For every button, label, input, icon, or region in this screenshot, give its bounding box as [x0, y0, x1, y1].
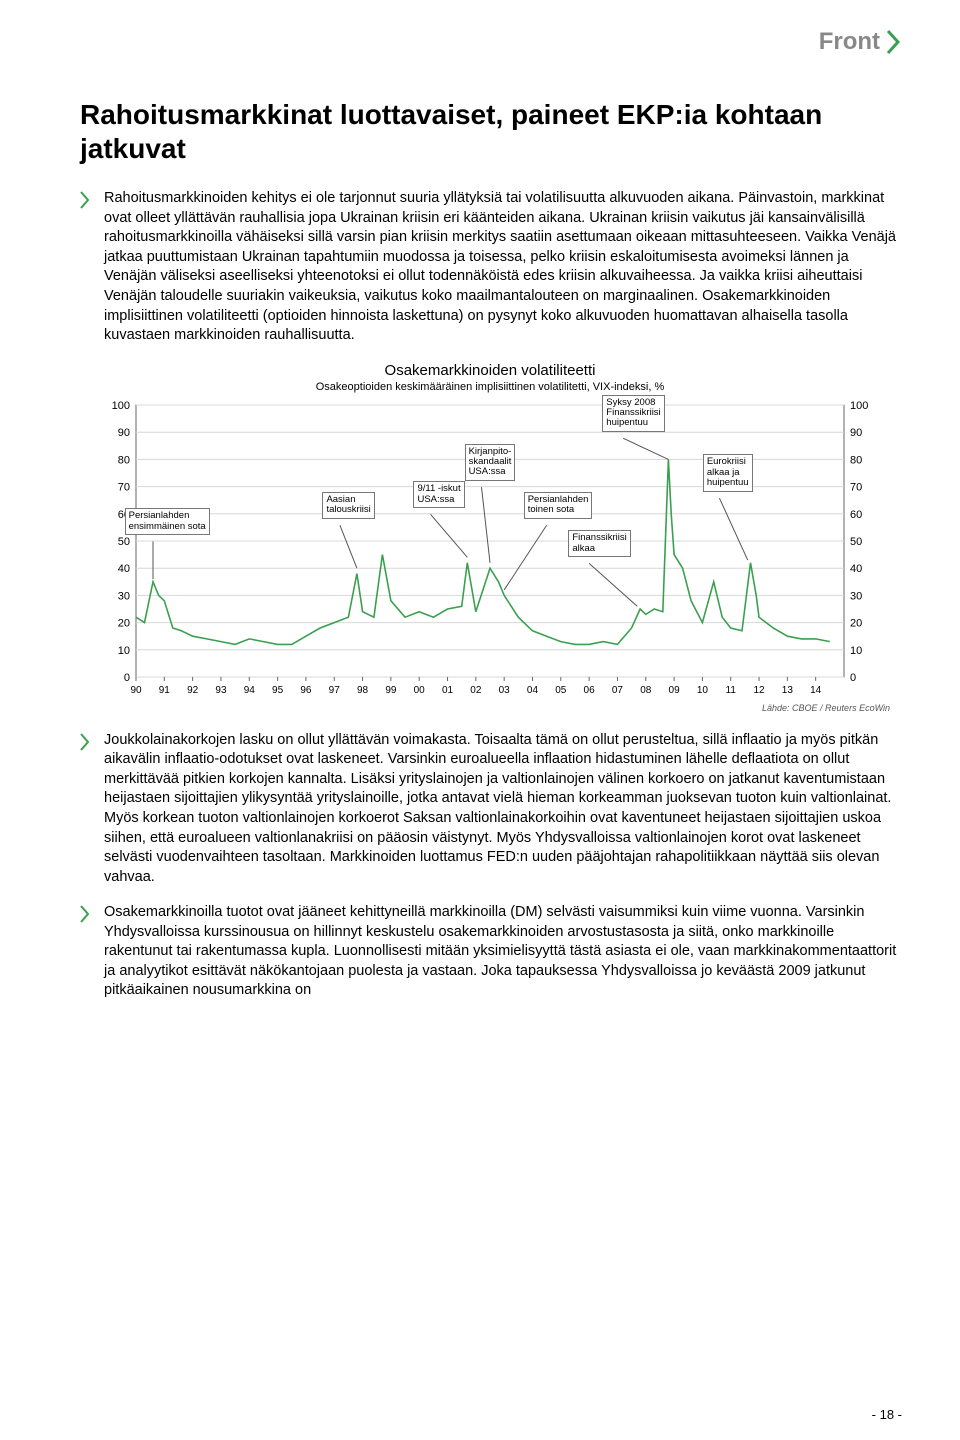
chart-source: Lähde: CBOE / Reuters EcoWin: [80, 703, 900, 713]
chart-annotation: Persianlahden ensimmäinen sota: [125, 508, 210, 535]
svg-text:20: 20: [118, 617, 130, 629]
svg-text:01: 01: [442, 685, 454, 696]
svg-text:10: 10: [850, 644, 862, 656]
svg-text:30: 30: [118, 590, 130, 602]
paragraph-1: Rahoitusmarkkinoiden kehitys ei ole tarj…: [80, 189, 900, 346]
svg-text:94: 94: [244, 685, 256, 696]
svg-text:90: 90: [850, 427, 862, 439]
svg-text:13: 13: [782, 685, 794, 696]
brand-logo: Front: [819, 28, 902, 56]
chart-annotation: Finanssikriisi alkaa: [568, 530, 630, 557]
svg-text:40: 40: [118, 563, 130, 575]
svg-text:30: 30: [850, 590, 862, 602]
volatility-chart: Osakemarkkinoiden volatiliteetti Osakeop…: [80, 362, 900, 713]
chart-annotation: Eurokriisi alkaa ja huipentuu: [703, 454, 753, 491]
svg-text:08: 08: [640, 685, 652, 696]
svg-text:80: 80: [850, 454, 862, 466]
svg-text:92: 92: [187, 685, 199, 696]
paragraph-3: Osakemarkkinoilla tuotot ovat jääneet ke…: [80, 903, 900, 1001]
svg-text:0: 0: [850, 672, 856, 684]
svg-text:93: 93: [215, 685, 227, 696]
chart-annotation: Kirjanpito- skandaalit USA:ssa: [465, 444, 516, 481]
paragraph-text: Joukkolainakorkojen lasku on ollut yllät…: [104, 731, 900, 888]
svg-text:12: 12: [753, 685, 765, 696]
svg-text:90: 90: [118, 427, 130, 439]
paragraph-text: Rahoitusmarkkinoiden kehitys ei ole tarj…: [104, 189, 900, 346]
svg-text:100: 100: [112, 400, 130, 412]
svg-text:100: 100: [850, 400, 868, 412]
svg-text:02: 02: [470, 685, 482, 696]
chart-title: Osakemarkkinoiden volatiliteetti: [80, 362, 900, 379]
svg-text:20: 20: [850, 617, 862, 629]
svg-text:10: 10: [697, 685, 709, 696]
svg-text:80: 80: [118, 454, 130, 466]
svg-text:10: 10: [118, 644, 130, 656]
svg-text:99: 99: [385, 685, 397, 696]
svg-text:97: 97: [329, 685, 341, 696]
chart-plot-area: 0010102020303040405050606070708080909010…: [100, 399, 880, 699]
svg-text:05: 05: [555, 685, 567, 696]
bullet-icon: [80, 905, 90, 923]
svg-text:95: 95: [272, 685, 284, 696]
svg-text:70: 70: [118, 481, 130, 493]
chart-annotation: Persianlahden toinen sota: [524, 492, 593, 519]
svg-text:00: 00: [414, 685, 426, 696]
svg-text:50: 50: [850, 536, 862, 548]
svg-text:07: 07: [612, 685, 624, 696]
svg-text:09: 09: [669, 685, 681, 696]
svg-text:70: 70: [850, 481, 862, 493]
svg-text:60: 60: [850, 508, 862, 520]
svg-text:91: 91: [159, 685, 171, 696]
page-number: - 18 -: [872, 1407, 902, 1422]
chevron-right-icon: [886, 29, 902, 55]
paragraph-2: Joukkolainakorkojen lasku on ollut yllät…: [80, 731, 900, 888]
chart-subtitle: Osakeoptioiden keskimääräinen implisiitt…: [80, 381, 900, 393]
svg-text:04: 04: [527, 685, 539, 696]
svg-text:50: 50: [118, 536, 130, 548]
chart-annotation: Aasian talouskriisi: [322, 492, 374, 519]
svg-text:14: 14: [810, 685, 822, 696]
bullet-icon: [80, 191, 90, 209]
bullet-icon: [80, 733, 90, 751]
svg-text:03: 03: [499, 685, 511, 696]
chart-annotation: Syksy 2008 Finanssikriisi huipentuu: [602, 395, 664, 432]
page-title: Rahoitusmarkkinat luottavaiset, paineet …: [80, 98, 900, 165]
svg-text:96: 96: [300, 685, 312, 696]
brand-text: Front: [819, 28, 880, 56]
svg-text:0: 0: [124, 672, 130, 684]
svg-text:06: 06: [584, 685, 596, 696]
svg-text:11: 11: [726, 685, 737, 696]
paragraph-text: Osakemarkkinoilla tuotot ovat jääneet ke…: [104, 903, 900, 1001]
chart-annotation: 9/11 -iskut USA:ssa: [413, 481, 464, 508]
svg-text:90: 90: [130, 685, 142, 696]
svg-text:98: 98: [357, 685, 369, 696]
svg-text:40: 40: [850, 563, 862, 575]
